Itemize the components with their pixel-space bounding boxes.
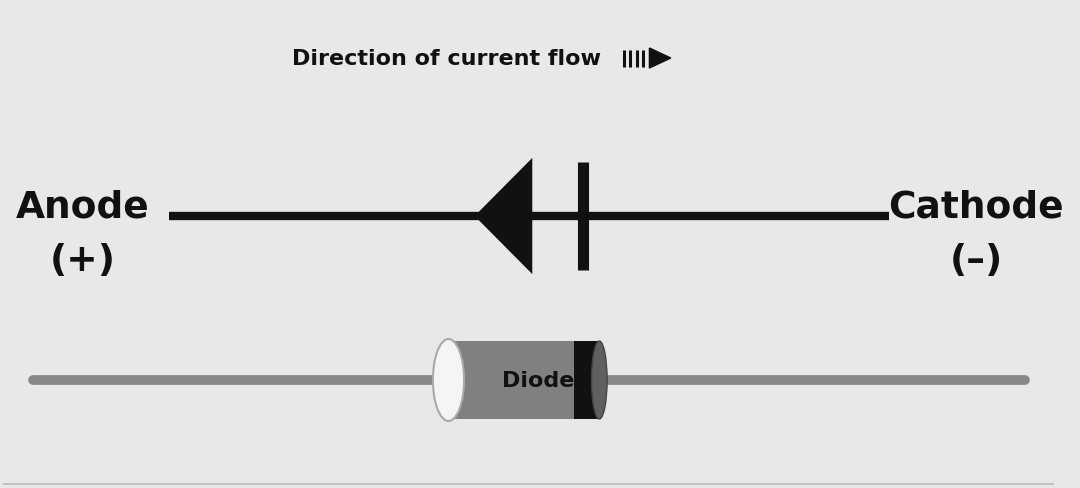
Text: Direction of current flow: Direction of current flow: [292, 49, 600, 69]
Polygon shape: [478, 164, 530, 268]
Ellipse shape: [592, 341, 607, 419]
Text: (–): (–): [949, 243, 1003, 279]
Bar: [448, 341, 599, 419]
FancyArrow shape: [649, 49, 671, 69]
Bar: [573, 341, 599, 419]
Ellipse shape: [433, 339, 464, 421]
Text: Anode: Anode: [16, 189, 150, 224]
Text: (+): (+): [50, 243, 117, 279]
Text: Cathode: Cathode: [889, 189, 1064, 224]
Text: Diode: Diode: [502, 370, 575, 390]
